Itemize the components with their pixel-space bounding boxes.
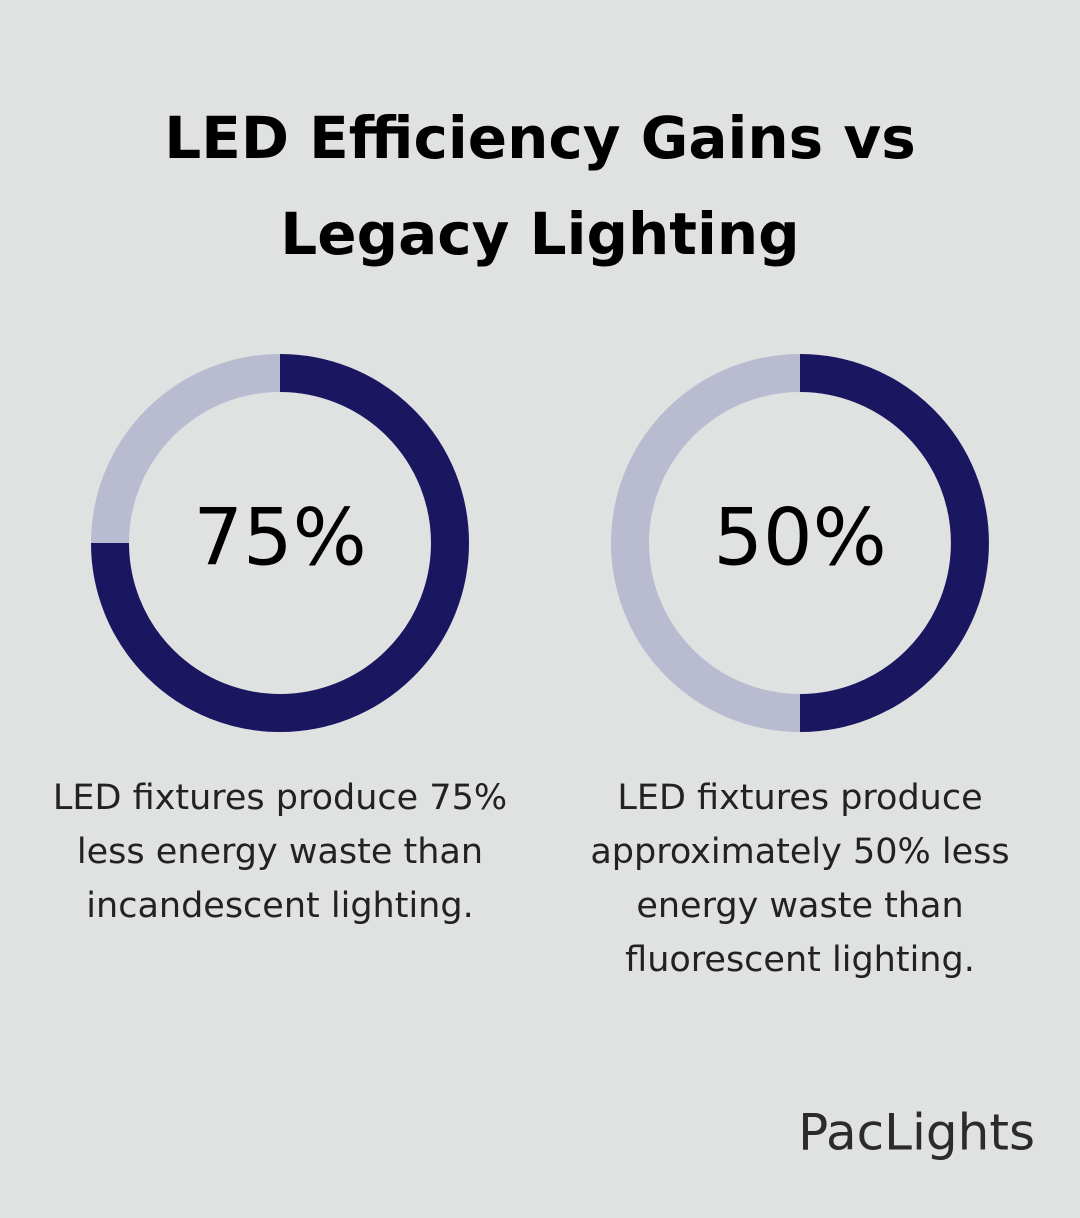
donut-arc bbox=[799, 354, 989, 732]
caption-line: fluorescent lighting. bbox=[625, 940, 975, 980]
caption-line: less energy waste than bbox=[77, 832, 483, 872]
title-line: LED Efficiency Gains vs bbox=[164, 104, 915, 172]
value-label: 50% bbox=[713, 493, 886, 583]
caption-line: incandescent lighting. bbox=[86, 886, 473, 926]
donut-arc bbox=[91, 354, 469, 732]
brand: PacLights bbox=[798, 1104, 1035, 1162]
title-line: Legacy Lighting bbox=[280, 200, 799, 268]
caption-line: LED fixtures produce bbox=[617, 778, 982, 818]
caption-line: LED fixtures produce 75% bbox=[53, 778, 507, 818]
caption-line: approximately 50% less bbox=[590, 832, 1009, 872]
caption-line: energy waste than bbox=[636, 886, 963, 926]
value-label: 75% bbox=[193, 493, 366, 583]
